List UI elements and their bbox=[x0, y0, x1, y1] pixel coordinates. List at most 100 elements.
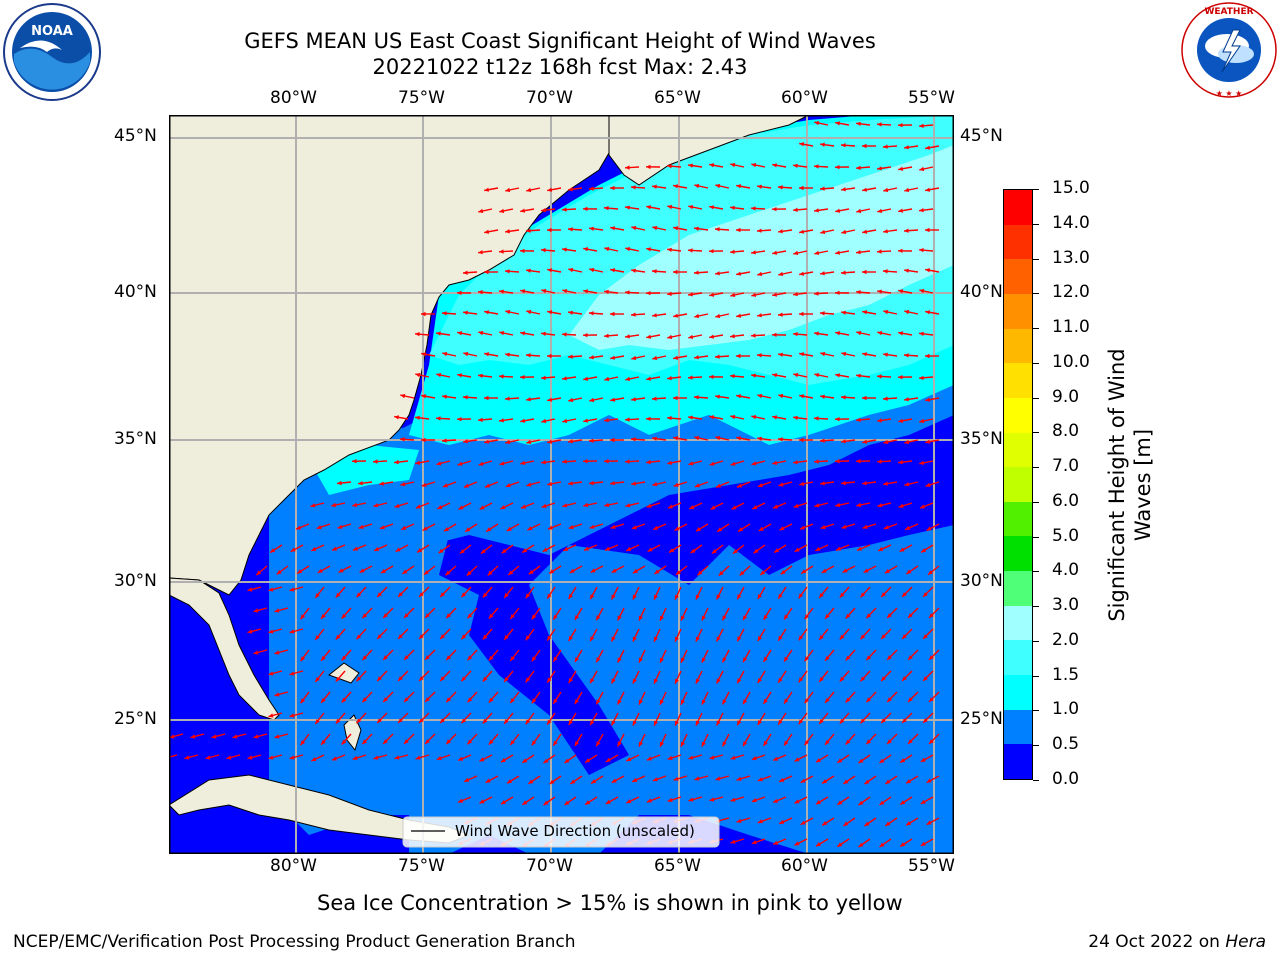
colorbar-tick-label: 11.0 bbox=[1052, 317, 1090, 338]
wind-wave-arrow-head bbox=[383, 739, 388, 744]
wind-wave-arrow-head bbox=[689, 505, 695, 509]
wind-wave-arrow-head bbox=[681, 615, 685, 621]
wind-wave-arrow-head bbox=[482, 676, 488, 682]
wind-wave-arrow-head bbox=[715, 776, 721, 781]
wind-wave-arrow-head bbox=[569, 568, 575, 573]
wind-wave-arrow-head bbox=[610, 355, 615, 360]
wind-wave-arrow-head bbox=[688, 797, 694, 802]
wind-wave-arrow-head bbox=[562, 247, 567, 252]
wind-wave-arrow-head bbox=[800, 525, 805, 530]
wind-wave-arrow-head bbox=[424, 570, 429, 575]
wind-wave-arrow-head bbox=[605, 546, 610, 551]
wind-wave-arrow-head bbox=[531, 698, 537, 704]
wind-wave-arrow-head bbox=[631, 355, 637, 361]
wind-wave-arrow-head bbox=[926, 820, 932, 825]
wind-wave-arrow-head bbox=[757, 483, 763, 488]
wind-wave-arrow-head bbox=[457, 461, 463, 466]
wind-wave-arrow-head bbox=[553, 698, 558, 704]
wind-wave-arrow-head bbox=[488, 655, 494, 661]
wind-wave-arrow-head bbox=[660, 699, 664, 705]
wind-wave-arrow-head bbox=[422, 526, 428, 531]
wind-wave-arrow-head bbox=[520, 208, 525, 213]
wind-wave-arrow-head bbox=[856, 330, 862, 336]
wind-wave-arrow-head bbox=[400, 482, 406, 487]
wind-wave-arrow-head bbox=[881, 718, 886, 723]
wind-wave-arrow-head bbox=[675, 594, 679, 600]
wind-wave-arrow-head bbox=[877, 331, 883, 336]
wind-wave-arrow-head bbox=[736, 436, 741, 441]
wind-wave-arrow-head bbox=[169, 734, 175, 739]
wind-wave-arrow-head bbox=[331, 502, 337, 508]
wind-wave-arrow-head bbox=[547, 677, 552, 683]
wind-wave-arrow-head bbox=[568, 310, 573, 315]
wind-wave-arrow-head bbox=[415, 415, 420, 420]
wind-wave-arrow-head bbox=[835, 250, 840, 255]
wind-wave-arrow-head bbox=[778, 185, 783, 190]
wind-wave-arrow-head bbox=[711, 549, 717, 554]
wind-wave-arrow-head bbox=[589, 186, 594, 191]
wind-wave-arrow-head bbox=[568, 354, 573, 359]
wind-wave-arrow-head bbox=[359, 568, 365, 573]
wind-wave-arrow-head bbox=[341, 739, 347, 745]
wind-wave-arrow-head bbox=[574, 699, 579, 704]
wind-wave-arrow-head bbox=[743, 615, 748, 621]
wind-wave-arrow-head bbox=[562, 418, 568, 423]
wind-wave-arrow-head bbox=[841, 480, 846, 486]
wind-wave-arrow-head bbox=[730, 374, 735, 379]
wind-wave-arrow-head bbox=[531, 614, 537, 620]
wind-wave-arrow-head bbox=[373, 503, 379, 508]
wind-wave-arrow-head bbox=[479, 799, 485, 804]
wind-wave-arrow-head bbox=[923, 676, 928, 681]
wind-wave-arrow-head bbox=[604, 206, 609, 211]
wind-wave-arrow-head bbox=[315, 719, 320, 724]
wind-wave-arrow-head bbox=[784, 614, 789, 620]
wind-wave-arrow-head bbox=[856, 250, 861, 255]
wind-wave-arrow-head bbox=[232, 734, 238, 739]
wind-wave-arrow-head bbox=[510, 698, 515, 703]
wind-wave-arrow-head bbox=[268, 587, 274, 592]
wind-wave-arrow-head bbox=[631, 268, 636, 273]
footer-host: Hera bbox=[1225, 932, 1266, 952]
wind-wave-arrow-head bbox=[541, 460, 546, 465]
wind-wave-arrow-head bbox=[646, 798, 652, 803]
wind-wave-arrow-head bbox=[887, 655, 892, 660]
colorbar-tick-mark bbox=[1033, 571, 1039, 573]
wind-wave-arrow-head bbox=[499, 331, 505, 336]
wind-wave-arrow-head bbox=[839, 718, 845, 724]
wind-wave-arrow-head bbox=[504, 635, 509, 640]
wind-wave-arrow-head bbox=[377, 592, 382, 597]
wind-wave-arrow-head bbox=[763, 614, 768, 620]
wind-wave-arrow-head bbox=[760, 570, 766, 575]
wind-wave-arrow-head bbox=[793, 207, 798, 212]
wind-wave-arrow-head bbox=[610, 397, 616, 402]
wind-wave-arrow-head bbox=[421, 311, 426, 317]
wind-wave-arrow-head bbox=[887, 697, 892, 702]
wind-wave-arrow-head bbox=[374, 546, 380, 551]
wind-wave-arrow-head bbox=[904, 482, 910, 487]
wind-wave-arrow-head bbox=[505, 269, 510, 274]
wind-wave-arrow-head bbox=[625, 459, 630, 464]
wind-wave-arrow-head bbox=[574, 741, 579, 746]
wind-wave-arrow-head bbox=[862, 481, 867, 486]
colorbar-tick-label: 3.0 bbox=[1052, 595, 1080, 616]
wind-wave-arrow-head bbox=[709, 163, 715, 168]
wind-wave-arrow-head bbox=[736, 818, 742, 823]
wind-wave-arrow-head bbox=[610, 311, 615, 317]
wind-wave-arrow-head bbox=[900, 800, 906, 805]
wind-wave-arrow-head bbox=[425, 613, 430, 618]
colorbar-segment bbox=[1004, 292, 1032, 329]
wind-wave-arrow-head bbox=[825, 698, 830, 703]
wind-wave-arrow-head bbox=[310, 503, 316, 508]
wind-wave-arrow-head bbox=[778, 635, 783, 641]
wind-wave-arrow-head bbox=[478, 330, 484, 336]
wind-wave-arrow-head bbox=[904, 145, 909, 150]
wind-wave-arrow-head bbox=[654, 569, 660, 574]
wind-wave-arrow-head bbox=[737, 636, 742, 642]
colorbar-segment bbox=[1004, 743, 1032, 779]
wind-wave-arrow-head bbox=[520, 460, 526, 465]
wind-wave-arrow-head bbox=[862, 352, 867, 357]
wind-wave-arrow-head bbox=[799, 481, 805, 486]
wind-wave-arrow-head bbox=[383, 613, 388, 618]
wind-wave-arrow-head bbox=[751, 840, 757, 845]
wind-wave-arrow-head bbox=[835, 290, 840, 295]
